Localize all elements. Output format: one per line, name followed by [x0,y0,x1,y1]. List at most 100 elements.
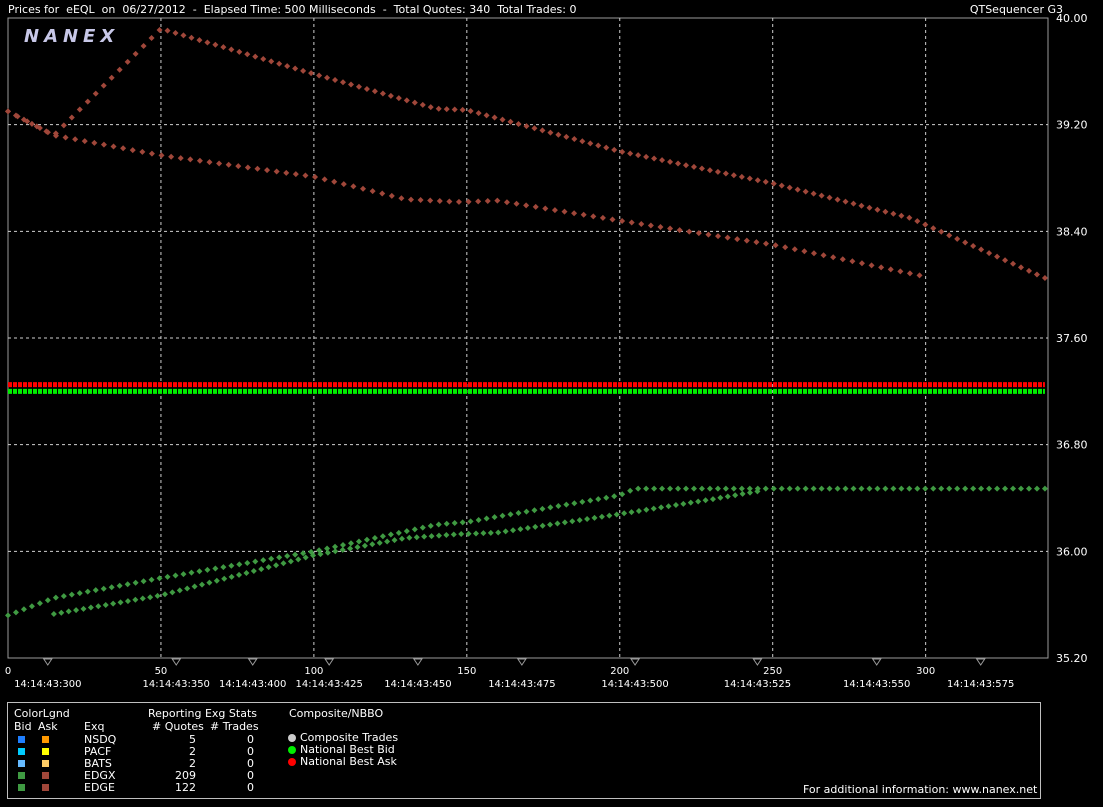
data-point [60,122,67,129]
data-point [665,503,672,510]
grid [7,17,1049,659]
data-point [340,541,347,548]
time-marker-icon [516,658,527,666]
data-point [503,199,510,206]
data-point [308,70,315,77]
data-point [839,256,846,263]
data-point [994,485,1001,492]
data-point [551,207,558,214]
data-point [732,492,739,499]
data-point [834,485,841,492]
data-point [1010,260,1017,267]
data-point [613,511,620,518]
time-label: 14:14:43:350 [143,679,210,690]
data-point [994,253,1001,260]
data-point [698,165,705,172]
data-point [465,530,472,537]
data-point [295,556,302,563]
data-point [1025,485,1032,492]
data-point [778,485,785,492]
data-point [250,568,257,575]
data-point [914,218,921,225]
national-best-bid-label: National Best Bid [300,743,395,756]
data-point [517,526,524,533]
data-point [531,507,538,514]
data-point [76,590,83,597]
data-point [690,163,697,170]
data-point [395,95,402,102]
ask-swatch [42,784,49,791]
data-point [818,192,825,199]
data-point [611,146,618,153]
data-point [874,206,881,213]
data-point [236,48,243,55]
data-point [651,155,658,162]
data-point [5,108,11,115]
data-point [156,27,163,34]
data-point [484,198,491,205]
data-point [483,112,490,119]
data-point [587,140,594,147]
data-point [772,242,779,249]
data-point [523,123,530,130]
data-point [724,493,731,500]
data-point [332,543,339,550]
data-point [310,552,317,559]
data-point [384,538,391,545]
data-point [643,485,650,492]
data-point [347,545,354,552]
data-point [858,202,865,209]
data-point [722,170,729,177]
data-point [858,260,865,267]
bid-header: Bid [14,720,32,733]
data-point [532,203,539,210]
data-point [398,535,405,542]
national-best-bid-icon [288,746,296,754]
title-bar: Prices for eEQL on 06/27/2012 - Elapsed … [0,0,1103,18]
data-point [148,576,155,583]
color-legend-label: ColorLgnd [14,707,70,720]
data-point [826,485,833,492]
quote-count: 2 [189,745,196,758]
data-point [898,485,905,492]
data-point [695,230,702,237]
data-point [347,540,354,547]
data-point [28,120,35,127]
data-point [555,131,562,138]
data-point [667,225,674,232]
data-point [647,222,654,229]
quote-count: 122 [175,781,196,794]
data-point [213,577,220,584]
time-label: 14:14:43:525 [724,679,791,690]
data-point [403,528,410,535]
data-point [268,555,275,562]
data-point [339,546,346,553]
data-point [561,519,568,526]
data-point [36,600,43,607]
data-point [196,157,203,164]
data-point [455,198,462,205]
y-tick-label: 36.80 [1056,439,1088,452]
data-point [216,160,223,167]
data-point [244,51,251,58]
data-point [139,595,146,602]
data-point [762,485,769,492]
data-point [539,127,546,134]
time-marker-icon [871,658,882,666]
exchange-name: EDGX [84,769,116,782]
y-tick-label: 35.20 [1056,652,1088,665]
data-point [369,541,376,548]
data-point [547,521,554,528]
data-point [611,493,618,500]
data-point [252,53,259,60]
data-point [312,173,319,180]
axes: 40.00 39.20 38.40 37.60 36.80 36.00 35.20 0 50 10… [5,12,1088,690]
data-point [14,113,21,120]
data-point [717,494,724,501]
data-point [284,552,291,559]
data-point [914,485,921,492]
data-point [100,585,107,592]
data-point [561,208,568,215]
data-point [820,252,827,259]
data-point [850,200,857,207]
